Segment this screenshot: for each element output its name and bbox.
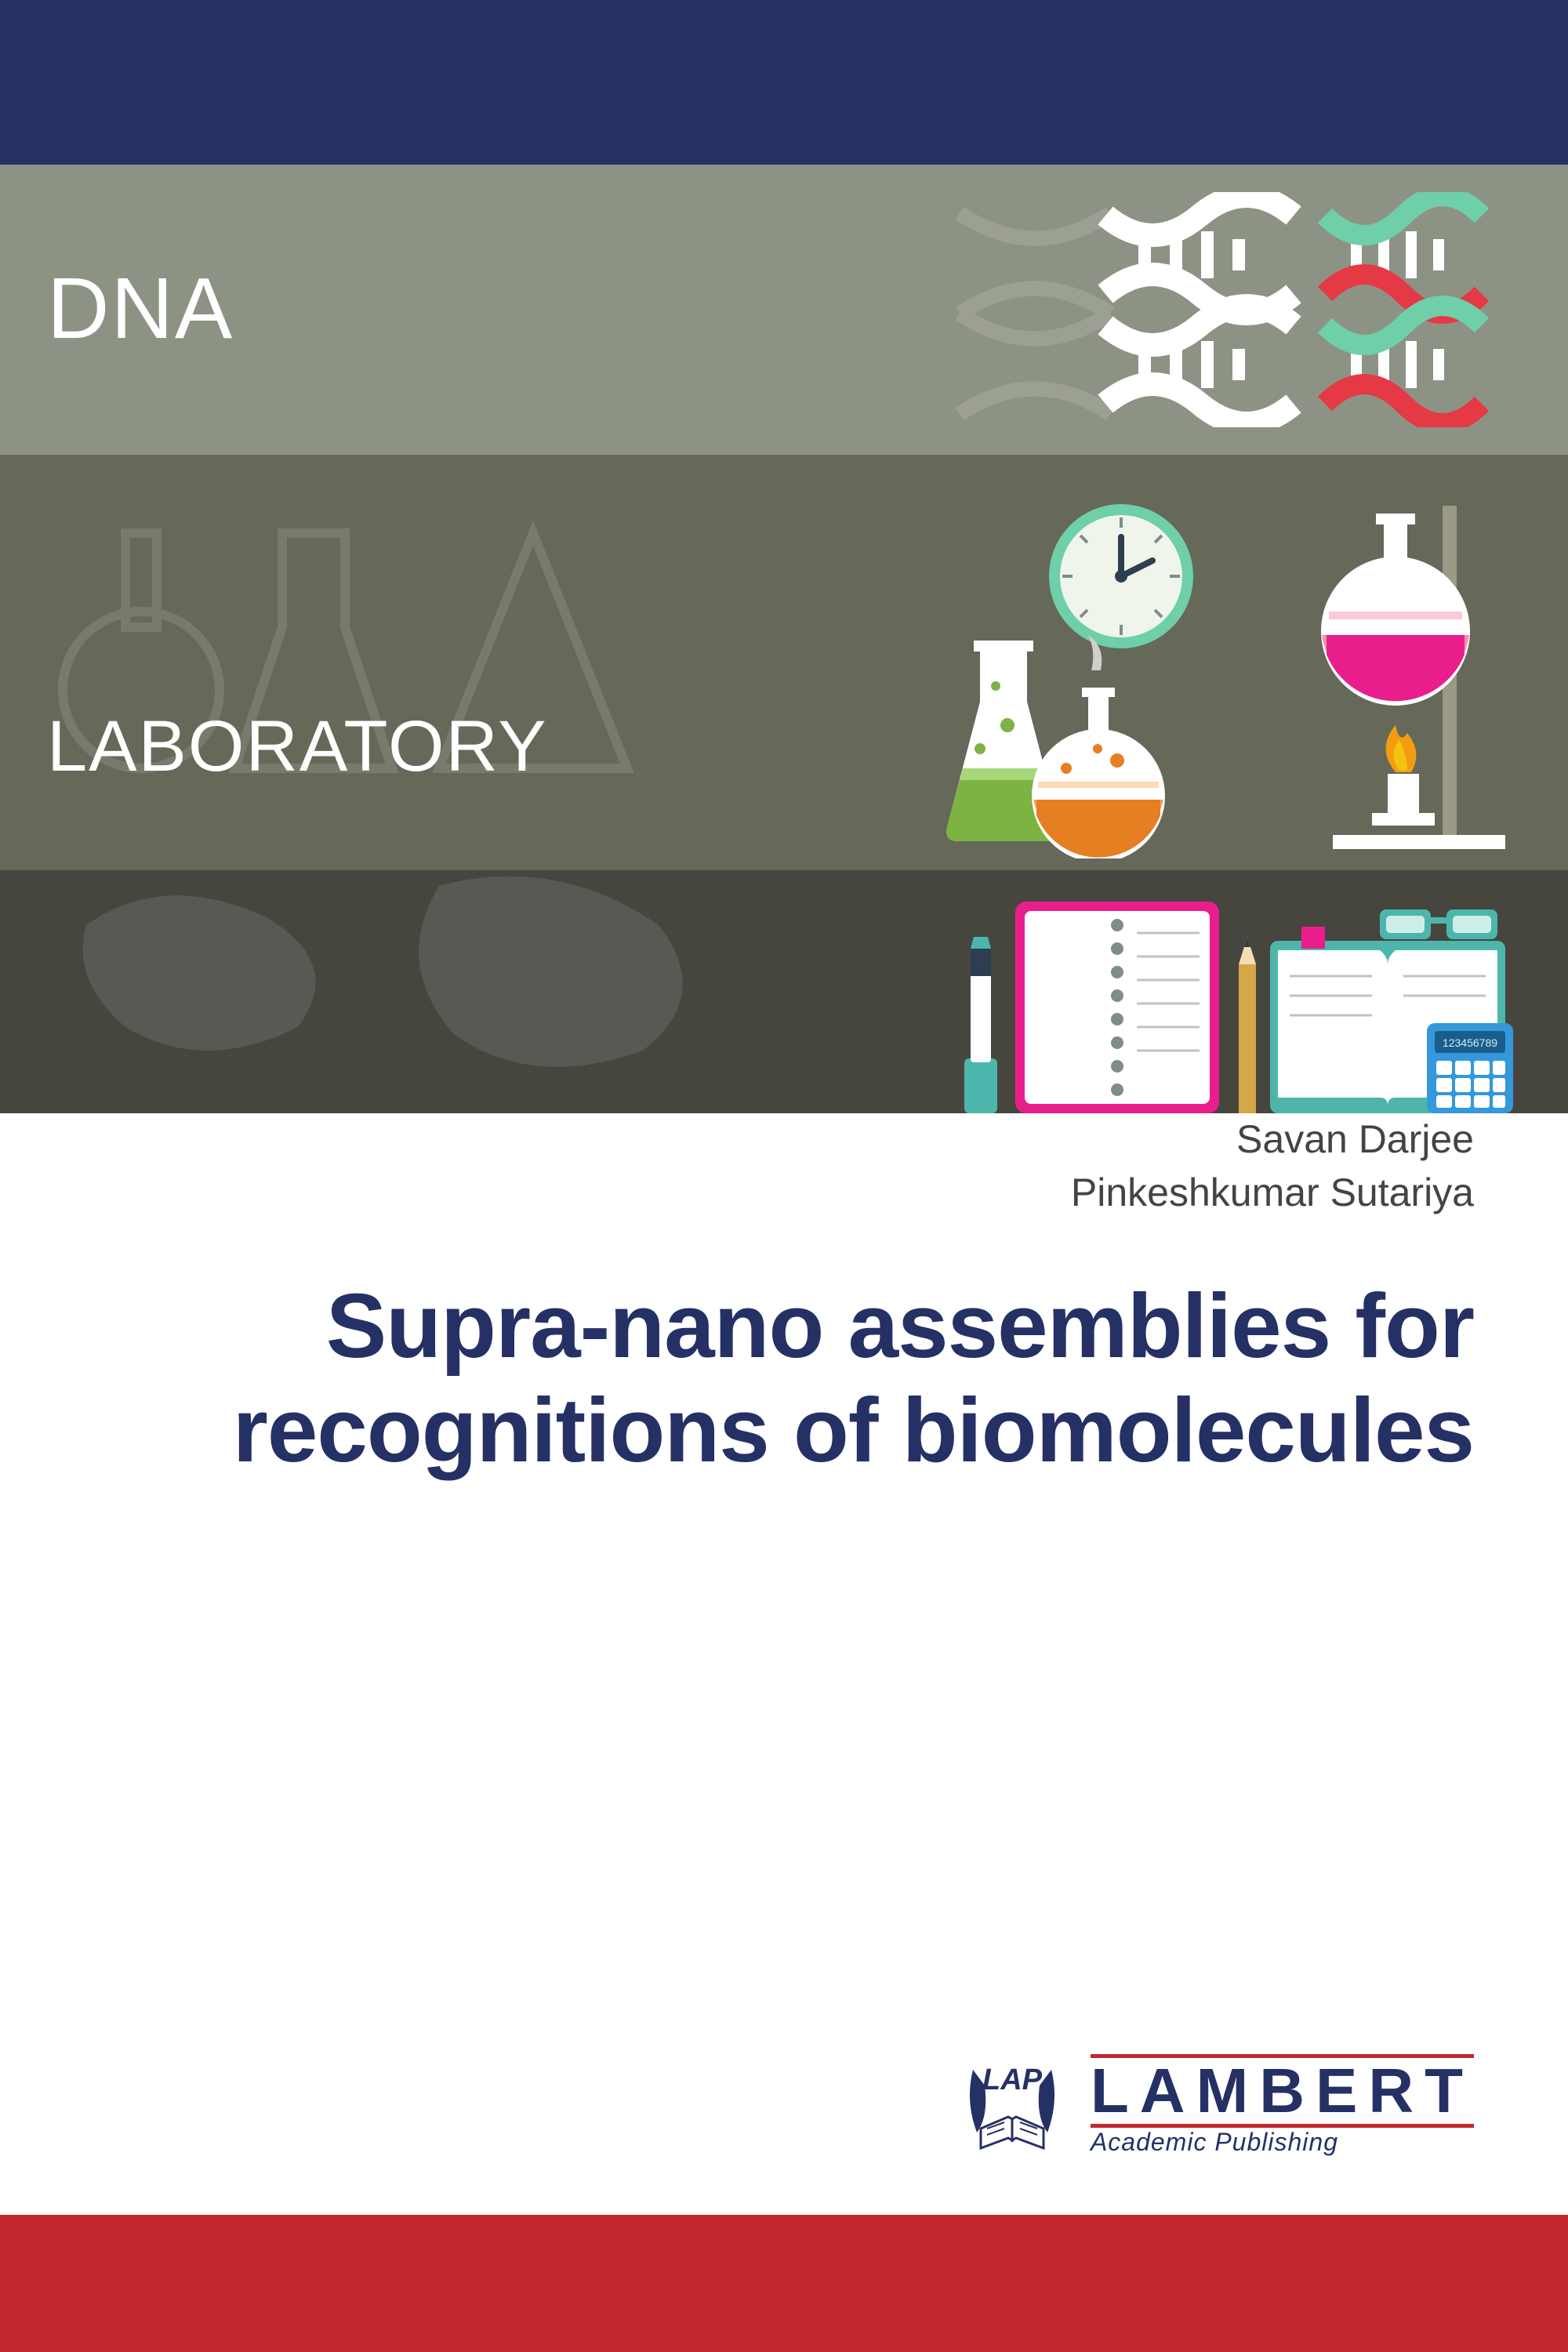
- bottom-bar: [0, 2215, 1568, 2352]
- publisher-logo: LAP LAMBERT Academic Publishing: [949, 2046, 1474, 2164]
- dna-label: DNA: [47, 259, 234, 358]
- burner-icon: [1372, 725, 1435, 826]
- dna-band: DNA: [0, 165, 1568, 455]
- retort-stand-icon: [1321, 506, 1505, 849]
- laboratory-band: LABORATORY: [0, 455, 1568, 870]
- publisher-name: LAMBERT: [1091, 2054, 1474, 2128]
- clock-icon: [1054, 510, 1188, 643]
- lab-cluster: [925, 498, 1521, 862]
- pencil-icon: [1239, 937, 1256, 1113]
- round-flask-orange-icon: [1032, 635, 1165, 858]
- authors-block: Savan Darjee Pinkeshkumar Sutariya: [94, 1113, 1474, 1219]
- glasses-icon: [1380, 909, 1497, 939]
- desk-cluster: 123456789: [956, 894, 1521, 1113]
- helix-cluster: [1082, 192, 1505, 431]
- svg-text:123456789: 123456789: [1443, 1036, 1497, 1049]
- top-bar: [0, 0, 1568, 165]
- pen-icon: [964, 937, 997, 1113]
- world-watermark-icon: [47, 870, 988, 1113]
- content-area: Savan Darjee Pinkeshkumar Sutariya Supra…: [94, 1113, 1474, 1483]
- helix-color-icon: [1325, 196, 1482, 423]
- laboratory-label: LABORATORY: [47, 706, 548, 788]
- notebook-icon: [1015, 902, 1219, 1113]
- publisher-subtitle: Academic Publishing: [1091, 2128, 1474, 2157]
- lap-badge-text: LAP: [982, 2063, 1043, 2096]
- author-2: Pinkeshkumar Sutariya: [94, 1167, 1474, 1220]
- publisher-text: LAMBERT Academic Publishing: [1091, 2054, 1474, 2157]
- author-1: Savan Darjee: [94, 1113, 1474, 1167]
- dark-band: 123456789: [0, 870, 1568, 1113]
- book-title: Supra-nano assemblies for recognitions o…: [94, 1274, 1474, 1483]
- calculator-icon: 123456789: [1427, 1023, 1513, 1113]
- helix-white-icon: [1105, 196, 1294, 423]
- lap-badge-icon: LAP: [949, 2046, 1075, 2164]
